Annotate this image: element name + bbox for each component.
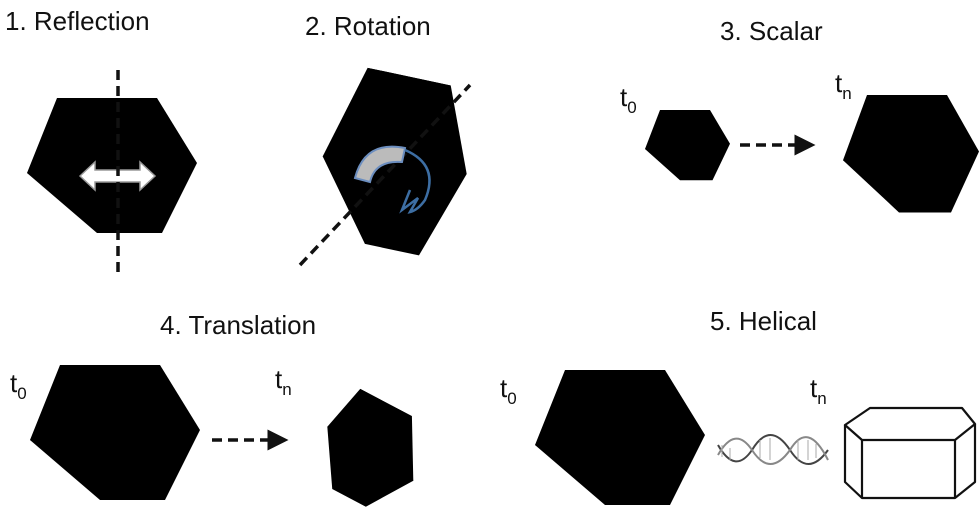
crystal-prism xyxy=(843,406,977,500)
label-part: t xyxy=(620,82,628,112)
time-label: t0 xyxy=(10,368,27,403)
crystal xyxy=(535,370,705,505)
helix xyxy=(717,434,829,465)
panel-title: 2. Rotation xyxy=(305,11,431,41)
rotation-arrow-head xyxy=(399,148,431,214)
label-part: t xyxy=(810,373,818,403)
panel-title: 5. Helical xyxy=(710,306,817,336)
label-part: t xyxy=(835,68,843,98)
label-part: 0 xyxy=(507,389,516,408)
label-part: n xyxy=(817,389,826,408)
time-label: tn xyxy=(810,373,827,408)
crystal xyxy=(27,98,197,233)
crystal xyxy=(314,377,428,511)
label-part: t xyxy=(10,368,18,398)
label-part: n xyxy=(842,84,851,103)
panel-title: 1. Reflection xyxy=(5,6,150,36)
time-label: tn xyxy=(275,364,292,399)
crystal xyxy=(645,110,730,181)
label-part: t xyxy=(500,373,508,403)
rotation-axis xyxy=(298,83,472,267)
rotation-arrow xyxy=(353,145,407,184)
crystal xyxy=(30,365,200,500)
time-label: tn xyxy=(835,68,852,103)
label-part: 0 xyxy=(627,98,636,117)
panel-title: 4. Translation xyxy=(160,310,316,340)
panel-title: 3. Scalar xyxy=(720,16,823,46)
time-label: t0 xyxy=(500,373,517,408)
time-label: t0 xyxy=(620,82,637,117)
label-part: 0 xyxy=(17,384,26,403)
crystal xyxy=(843,95,979,213)
label-part: t xyxy=(275,364,283,394)
label-part: n xyxy=(282,380,291,399)
